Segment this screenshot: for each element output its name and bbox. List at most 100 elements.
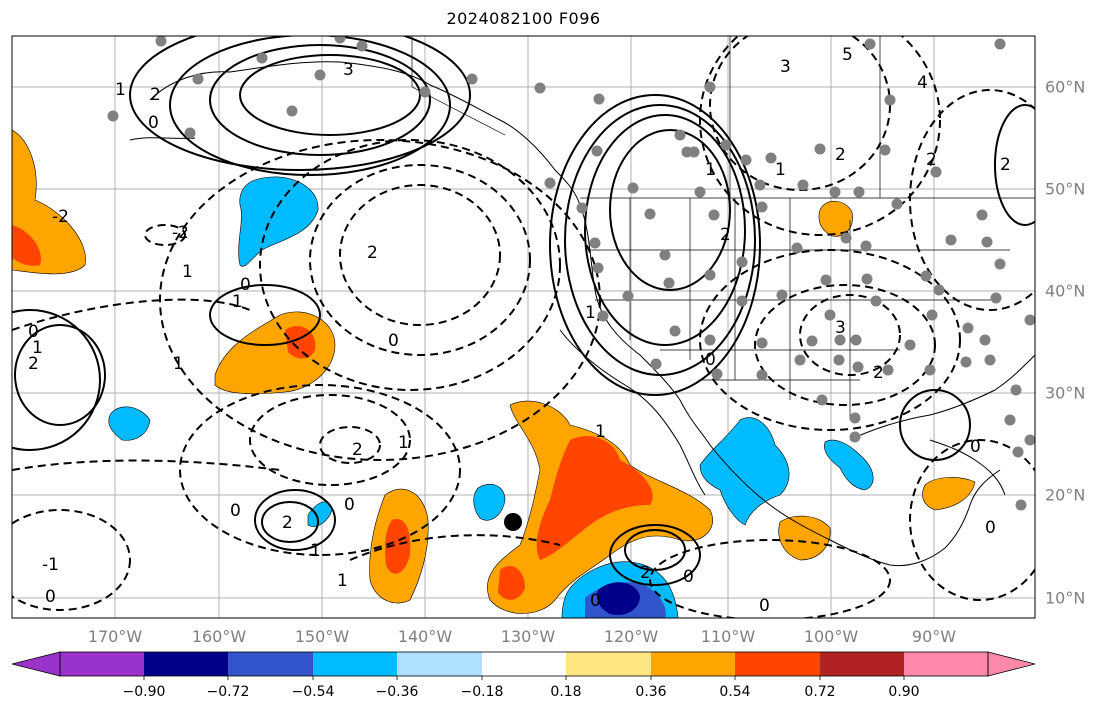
shade-red-west	[12, 225, 41, 266]
svg-text:2: 2	[720, 225, 731, 245]
svg-text:-1: -1	[42, 555, 59, 575]
svg-text:5: 5	[842, 45, 853, 65]
storm-marker	[504, 513, 522, 531]
svg-text:3: 3	[780, 57, 791, 77]
shade-orange-yucatan	[922, 477, 976, 511]
lat-label-40n: 40°N	[1045, 281, 1086, 301]
svg-text:2: 2	[150, 85, 161, 105]
svg-text:4: 4	[917, 73, 928, 93]
colorbar-bin	[651, 652, 735, 676]
lat-label-60n: 60°N	[1045, 77, 1086, 97]
svg-text:1: 1	[398, 433, 409, 453]
svg-text:0: 0	[148, 113, 159, 133]
svg-text:2: 2	[873, 363, 884, 383]
svg-text:0: 0	[590, 591, 601, 611]
svg-text:2: 2	[835, 145, 846, 165]
colorbar-tick-label: −0.18	[460, 684, 504, 700]
colorbar-bin	[904, 652, 988, 676]
svg-text:2: 2	[640, 563, 651, 583]
contour-labels: 321 0-2-2 120 101 2 10 2 10 210 -101 02 0 0…	[28, 45, 1011, 616]
svg-text:0: 0	[705, 350, 716, 370]
lat-label-30n: 30°N	[1045, 383, 1086, 403]
lon-label-100w: 100°W	[803, 627, 859, 646]
colorbar-tick-label: −0.54	[291, 684, 335, 700]
shade-orange-mexico-south	[778, 515, 831, 561]
colorbar	[11, 651, 1036, 680]
colorbar-tick-label: 0.36	[635, 684, 667, 700]
svg-text:1: 1	[173, 354, 184, 374]
shade-red-south1	[385, 519, 411, 574]
colorbar-bin	[228, 652, 313, 676]
shade-cyan-alaska-south	[238, 176, 319, 267]
svg-text:2: 2	[367, 243, 378, 263]
shade-red-south2	[536, 436, 653, 560]
svg-text:0: 0	[759, 596, 770, 616]
title: 2024082100 F096	[446, 9, 601, 28]
colorbar-bin	[820, 652, 904, 676]
map-frame	[11, 35, 1036, 619]
colorbar-tick-label: −0.90	[122, 684, 166, 700]
svg-text:1: 1	[705, 160, 716, 180]
shade-cyan-small-west	[108, 406, 151, 441]
colorbar-bin	[482, 652, 566, 676]
colorbar-tick-label: −0.36	[375, 684, 419, 700]
svg-text:-2: -2	[172, 223, 189, 243]
svg-text:0: 0	[344, 495, 355, 515]
shade-orange-plains	[818, 200, 853, 237]
colorbar-tick-label: 0.72	[804, 684, 836, 700]
svg-text:0: 0	[985, 518, 996, 538]
svg-text:0: 0	[388, 331, 399, 351]
colorbar-tick-label: 0.54	[719, 684, 751, 700]
svg-text:-2: -2	[52, 207, 69, 227]
lon-label-170w: 170°W	[87, 627, 143, 646]
svg-text:1: 1	[595, 422, 606, 442]
coastlines	[129, 61, 1035, 567]
positive-contours	[12, 36, 1035, 586]
lon-label-130w: 130°W	[500, 627, 556, 646]
colorbar-lower-extension	[11, 651, 61, 677]
shaded-anomalies	[12, 129, 976, 618]
svg-text:2: 2	[352, 440, 363, 460]
lat-label-50n: 50°N	[1045, 179, 1086, 199]
colorbar-tick-label: 0.90	[888, 684, 920, 700]
svg-text:0: 0	[970, 437, 981, 457]
svg-text:2: 2	[1000, 155, 1011, 175]
lon-label-110w: 110°W	[700, 627, 756, 646]
svg-text:1: 1	[32, 338, 43, 358]
svg-text:1: 1	[775, 160, 786, 180]
station-markers	[107, 36, 1035, 511]
colorbar-bin	[144, 652, 228, 676]
svg-text:1: 1	[182, 262, 193, 282]
svg-text:1: 1	[337, 571, 348, 591]
svg-text:0: 0	[28, 322, 39, 342]
colorbar-bin	[735, 652, 820, 676]
colorbar-bin	[397, 652, 482, 676]
svg-text:1: 1	[310, 541, 321, 561]
shade-cyan-mid	[473, 484, 506, 521]
colorbar-bin	[566, 652, 651, 676]
colorbar-tick-label: −0.72	[206, 684, 250, 700]
lat-label-10n: 10°N	[1045, 588, 1086, 608]
svg-text:2: 2	[282, 513, 293, 533]
lon-label-150w: 150°W	[294, 627, 350, 646]
svg-text:1: 1	[585, 303, 596, 323]
shade-navy-south	[596, 582, 640, 616]
lat-label-20n: 20°N	[1045, 485, 1086, 505]
lon-label-160w: 160°W	[191, 627, 247, 646]
colorbar-bin	[313, 652, 397, 676]
shade-cyan-gulf	[824, 439, 874, 491]
svg-text:3: 3	[835, 318, 846, 338]
lon-label-140w: 140°W	[397, 627, 453, 646]
svg-text:1: 1	[232, 292, 243, 312]
svg-text:1: 1	[115, 80, 126, 100]
shade-cyan-mexico	[699, 417, 790, 526]
lon-label-120w: 120°W	[603, 627, 659, 646]
svg-text:0: 0	[230, 501, 241, 521]
colorbar-frame	[59, 651, 989, 677]
colorbar-bin	[60, 652, 144, 676]
svg-text:3: 3	[343, 60, 354, 80]
shade-red-south2b	[498, 566, 525, 600]
svg-text:0: 0	[683, 567, 694, 587]
svg-text:0: 0	[240, 275, 251, 295]
